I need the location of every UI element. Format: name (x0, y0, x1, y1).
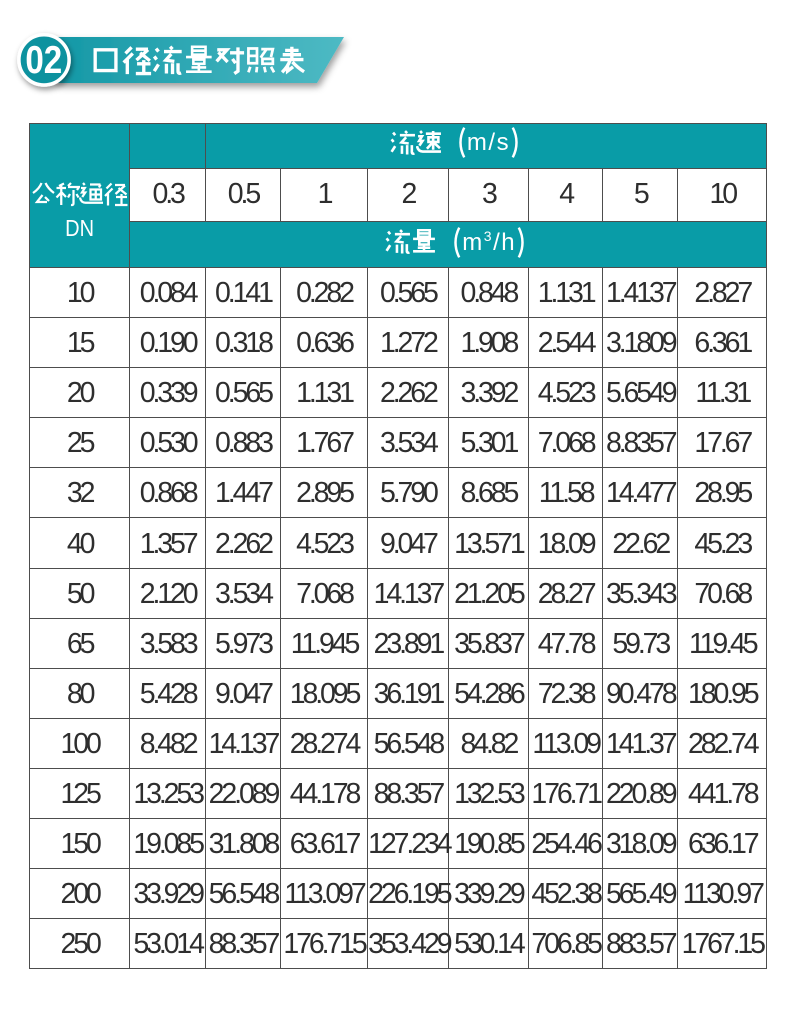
svg-text:02: 02 (25, 38, 62, 82)
